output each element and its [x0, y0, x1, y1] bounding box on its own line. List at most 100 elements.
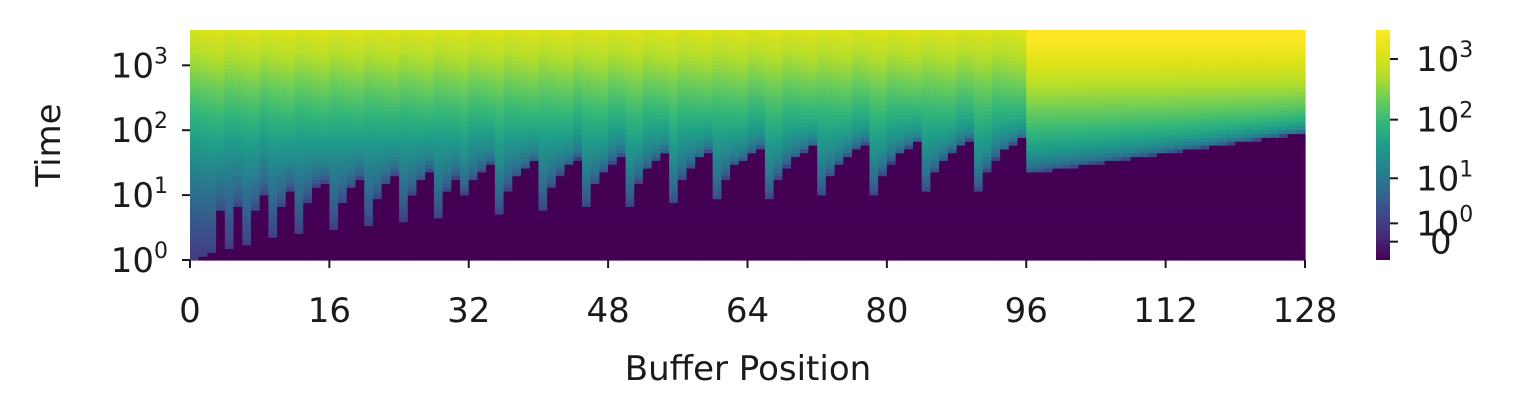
heatmap-cell [730, 152, 740, 158]
heatmap-cell [381, 210, 391, 215]
heatmap-cell [608, 76, 618, 81]
heatmap-cell [364, 148, 374, 154]
heatmap-cell [747, 187, 757, 192]
heatmap-cell [538, 110, 548, 115]
heatmap-cell [564, 37, 574, 43]
heatmap-cell [651, 237, 661, 242]
heatmap-cell [590, 41, 601, 46]
heatmap-cell [285, 76, 296, 81]
heatmap-cell [756, 160, 766, 165]
heatmap-cell [303, 60, 313, 66]
heatmap-cell [216, 152, 226, 158]
heatmap-cell [703, 214, 714, 219]
heatmap-cell [904, 106, 914, 112]
heatmap-cell [590, 191, 601, 196]
heatmap-cell [521, 45, 531, 50]
heatmap-cell [320, 41, 330, 46]
heatmap-cell [372, 60, 383, 66]
heatmap-cell [547, 171, 557, 177]
heatmap-cell [529, 214, 540, 219]
heatmap-cell [512, 248, 522, 253]
heatmap-cell [268, 210, 278, 215]
heatmap-cell [442, 237, 452, 242]
heatmap-cell [756, 60, 766, 66]
heatmap-cell [721, 164, 731, 169]
heatmap-cell [198, 41, 209, 46]
heatmap-cell [364, 33, 374, 39]
heatmap-cell [616, 206, 627, 211]
heatmap-cell [686, 72, 696, 77]
heatmap-cell [695, 122, 705, 127]
heatmap-cell [503, 114, 513, 119]
heatmap-cell [677, 152, 688, 158]
heatmap-cell [207, 225, 217, 230]
heatmap-cell [599, 145, 609, 150]
heatmap-cell [686, 244, 696, 250]
heatmap-cell [399, 156, 409, 161]
heatmap-cell [338, 225, 348, 230]
heatmap-cell [756, 198, 766, 204]
heatmap-cell [573, 91, 583, 96]
heatmap-cell [512, 160, 522, 165]
heatmap-cell [277, 33, 287, 39]
heatmap-cell [494, 191, 505, 196]
heatmap-cell [233, 244, 243, 250]
heatmap-cell [442, 37, 452, 43]
heatmap-cell [730, 240, 740, 246]
heatmap-cell [285, 175, 296, 181]
heatmap-cell [233, 198, 243, 204]
heatmap-cell [190, 129, 200, 135]
heatmap-cell [216, 191, 226, 196]
heatmap-cell [390, 83, 400, 89]
heatmap-cell [817, 148, 827, 154]
heatmap-cell [372, 45, 383, 50]
heatmap-cell [703, 129, 714, 135]
heatmap-cell [738, 194, 749, 200]
heatmap-cell [547, 79, 557, 85]
heatmap-cell [669, 106, 679, 112]
heatmap-cell [311, 160, 322, 165]
heatmap-cell [477, 233, 487, 238]
heatmap-cell [581, 225, 592, 230]
heatmap-cell [886, 145, 897, 150]
heatmap-cell [869, 248, 879, 253]
heatmap-cell [791, 244, 801, 250]
heatmap-cell [599, 49, 609, 54]
heatmap-cell [756, 175, 766, 181]
heatmap-cell [494, 60, 505, 66]
heatmap-cell [703, 152, 714, 158]
heatmap-cell [320, 102, 330, 108]
heatmap-cell [817, 95, 827, 100]
heatmap-cell [538, 133, 548, 138]
heatmap-cell [712, 76, 722, 81]
heatmap-cell [625, 152, 635, 158]
heatmap-cell [224, 122, 235, 127]
heatmap-cell [869, 179, 879, 184]
heatmap-cell [564, 210, 574, 215]
heatmap-cell [695, 187, 705, 192]
heatmap-cell [433, 114, 444, 119]
heatmap-cell [285, 156, 296, 161]
heatmap-cell [460, 206, 470, 211]
heatmap-cell [494, 252, 505, 257]
heatmap-cell [407, 145, 418, 150]
heatmap-cell [773, 187, 783, 192]
heatmap-cell [895, 64, 905, 69]
heatmap-cell [346, 133, 357, 138]
heatmap-cell [268, 87, 278, 92]
heatmap-cell [442, 64, 452, 69]
heatmap-cell [477, 175, 487, 181]
heatmap-cell [817, 175, 827, 181]
heatmap-cell [564, 133, 574, 138]
heatmap-cell [730, 87, 740, 92]
heatmap-cell [311, 133, 322, 138]
heatmap-cell [843, 141, 853, 146]
heatmap-cell [390, 214, 400, 219]
heatmap-cell [642, 145, 653, 150]
heatmap-cell [494, 56, 505, 62]
heatmap-cell [817, 33, 827, 39]
heatmap-cell [381, 114, 391, 119]
heatmap-cell [677, 79, 688, 85]
heatmap-cell [878, 171, 888, 177]
heatmap-cell [512, 145, 522, 150]
